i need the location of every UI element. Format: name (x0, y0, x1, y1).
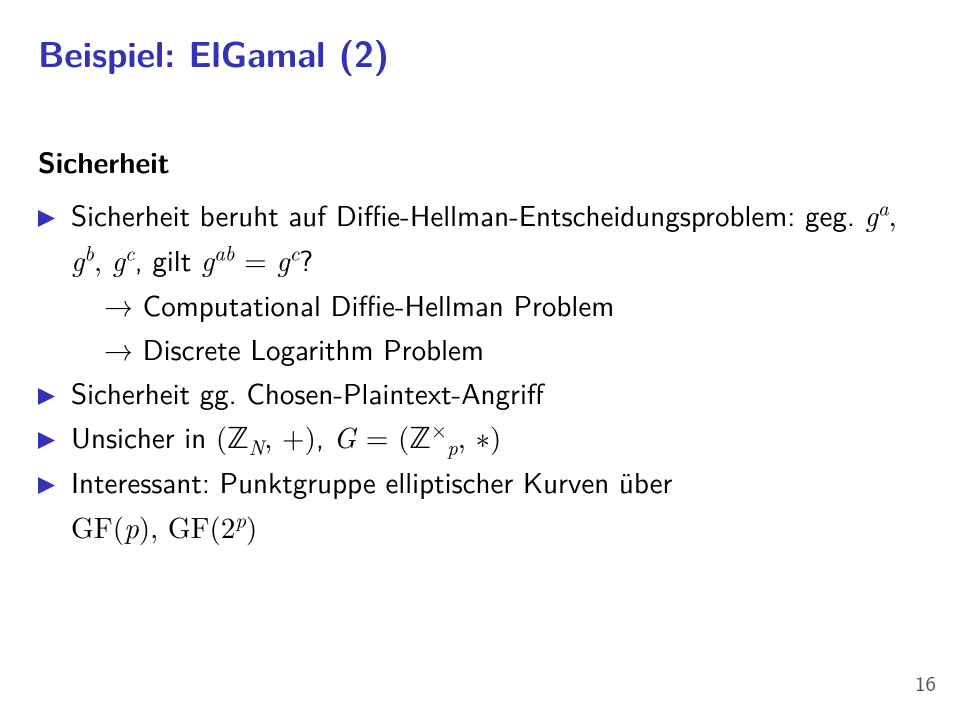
math: g (201, 239, 214, 280)
text: Unsicher in (71, 415, 216, 457)
math: (ℤ (216, 416, 249, 457)
math: , ∗) (458, 416, 502, 457)
math: c (125, 238, 135, 267)
math: g (71, 239, 84, 280)
sub-item: → Discrete Logarithm Problem (71, 326, 922, 370)
triangle-icon (38, 414, 55, 458)
item-content: Sicherheit gg. Chosen-Plaintext-Angriff (71, 370, 922, 414)
text: Sicherheit beruht auf Diffie-Hellman-Ent… (71, 193, 865, 235)
triangle-icon (38, 192, 55, 236)
math: (ℤ (398, 416, 431, 457)
math: p (447, 433, 458, 462)
text: ? (299, 238, 313, 280)
slide-title: Beispiel: ElGamal (2) (38, 26, 922, 78)
math: , (150, 506, 168, 547)
math: , +) (264, 416, 316, 457)
math: N (249, 433, 265, 462)
math: , (889, 194, 897, 235)
text: , gilt (135, 238, 201, 280)
text: , (316, 415, 334, 457)
math: GF (168, 506, 210, 547)
item-content: Unsicher in (ℤN, +), G = (ℤ×p, ∗) (71, 414, 922, 459)
math: G (334, 416, 356, 457)
math: 2 (221, 506, 236, 547)
math: ( (113, 506, 124, 547)
list-item: Sicherheit gg. Chosen-Plaintext-Angriff (38, 370, 922, 414)
math: , (94, 239, 112, 280)
math: g (112, 239, 125, 280)
triangle-icon (38, 459, 55, 503)
list-item: Sicherheit beruht auf Diffie-Hellman-Ent… (38, 192, 922, 370)
list-item: Unsicher in (ℤN, +), G = (ℤ×p, ∗) (38, 414, 922, 459)
item-content: Sicherheit beruht auf Diffie-Hellman-Ent… (71, 192, 922, 370)
math: = (234, 239, 276, 280)
math: ( (210, 506, 221, 547)
math: c (290, 238, 300, 267)
math: b (84, 238, 94, 267)
triangle-icon (38, 370, 55, 414)
math: ) (246, 506, 257, 547)
math: ab (214, 238, 234, 267)
math: a (878, 193, 889, 222)
math: ) (139, 506, 150, 547)
item-content: Interessant: Punktgruppe elliptischer Ku… (71, 459, 922, 548)
list-item: Interessant: Punktgruppe elliptischer Ku… (38, 459, 922, 548)
sub-item: → Computational Diffie-Hellman Problem (71, 282, 922, 326)
page-number: 16 (915, 668, 936, 698)
math: GF (71, 506, 113, 547)
section-subtitle: Sicherheit (38, 140, 922, 182)
text: Interessant: Punktgruppe elliptischer Ku… (71, 460, 672, 502)
bullet-list: Sicherheit beruht auf Diffie-Hellman-Ent… (38, 192, 922, 549)
math: × (431, 415, 447, 445)
math: g (865, 194, 878, 235)
math: = (356, 416, 398, 457)
math: p (235, 505, 246, 534)
math: p (124, 506, 139, 547)
math: g (276, 239, 289, 280)
